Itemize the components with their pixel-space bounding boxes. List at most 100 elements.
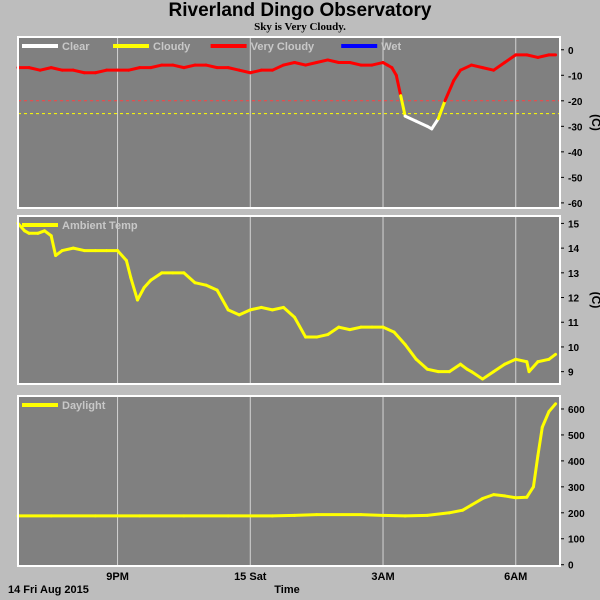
data-line-segment xyxy=(481,66,496,72)
plot-area xyxy=(18,396,560,566)
data-line-segment xyxy=(403,513,429,518)
y-tick-label: 11 xyxy=(568,318,579,329)
plot-frame xyxy=(17,215,561,385)
data-line-segment xyxy=(38,66,53,72)
data-line-segment xyxy=(281,61,297,67)
data-line-segment xyxy=(27,66,42,72)
data-line-segment xyxy=(536,357,551,364)
y-tick-label: 0 xyxy=(568,561,574,572)
legend-label: Clear xyxy=(62,41,90,53)
legend-label: Daylight xyxy=(62,400,106,412)
data-line-segment xyxy=(436,99,447,121)
data-line-segment xyxy=(237,68,252,75)
data-line-segment xyxy=(127,66,142,72)
data-line-segment xyxy=(124,258,133,280)
data-line-segment xyxy=(49,234,58,258)
data-line-segment xyxy=(470,63,485,70)
data-line-segment xyxy=(16,221,27,233)
y-tick-label: 14 xyxy=(568,244,580,255)
data-line-segment xyxy=(71,68,86,75)
data-line-segment xyxy=(470,370,485,381)
data-line-segment xyxy=(204,63,219,70)
legend-label: Ambient Temp xyxy=(62,220,138,232)
data-line-segment xyxy=(182,271,197,285)
data-line-segment xyxy=(293,61,308,67)
data-line-segment xyxy=(540,410,551,429)
page-title: Riverland Dingo Observatory xyxy=(168,0,432,21)
y-tick-label: 100 xyxy=(568,535,585,546)
y-tick-label: 500 xyxy=(568,431,585,442)
data-line-segment xyxy=(425,367,440,374)
data-line-segment xyxy=(536,53,551,59)
data-line-segment xyxy=(149,271,164,282)
data-line-segment xyxy=(403,342,418,361)
legend-label: Wet xyxy=(381,41,401,53)
data-line-segment xyxy=(452,68,462,82)
y-tick-label: -30 xyxy=(568,122,583,133)
data-line-segment xyxy=(270,305,285,312)
data-line-segment xyxy=(481,493,496,501)
data-line-segment xyxy=(293,315,308,339)
data-line-segment xyxy=(304,61,319,67)
data-line-segment xyxy=(248,68,263,75)
data-line-segment xyxy=(536,425,544,458)
data-line-segment xyxy=(129,276,139,302)
data-line-segment xyxy=(547,352,558,361)
data-line-segment xyxy=(60,246,75,253)
y-tick-label: 400 xyxy=(568,457,585,468)
data-line-segment xyxy=(142,278,153,290)
sky-status-subtitle: Sky is Very Cloudy. xyxy=(254,21,346,33)
x-start-date-label: 14 Fri Aug 2015 xyxy=(8,584,89,596)
data-line-segment xyxy=(326,58,341,65)
data-line-segment xyxy=(193,281,208,287)
data-line-segment xyxy=(215,288,230,312)
y-tick-label: 13 xyxy=(568,269,580,280)
legend-label: Very Cloudy xyxy=(251,41,315,53)
legend-label: Cloudy xyxy=(153,41,191,53)
data-line-segment xyxy=(461,503,474,512)
data-line-segment xyxy=(503,357,518,366)
y-tick-label: -40 xyxy=(568,148,583,159)
data-line-segment xyxy=(525,53,540,59)
data-line-segment xyxy=(527,360,540,374)
data-line-segment xyxy=(381,325,396,334)
y-tick-label: 600 xyxy=(568,405,585,416)
data-line-segment xyxy=(394,73,403,98)
data-line-segment xyxy=(226,66,241,72)
data-line-segment xyxy=(293,513,319,517)
y-tick-label: 10 xyxy=(568,343,580,354)
y-unit-label: (C) xyxy=(589,292,600,309)
data-line-segment xyxy=(49,66,64,72)
data-line-segment xyxy=(370,61,385,67)
data-line-segment xyxy=(481,370,496,381)
y-tick-label: -20 xyxy=(568,97,583,108)
data-line-segment xyxy=(93,68,108,75)
data-line-segment xyxy=(514,357,529,364)
data-line-segment xyxy=(359,513,385,517)
data-line-segment xyxy=(337,325,352,332)
data-line-segment xyxy=(514,495,529,500)
data-line-segment xyxy=(281,305,297,319)
data-line-segment xyxy=(547,402,558,414)
data-line-segment xyxy=(447,362,462,374)
y-tick-label: 15 xyxy=(568,219,580,230)
data-line-segment xyxy=(403,114,418,123)
data-line-segment xyxy=(414,119,429,128)
data-line-segment xyxy=(458,63,474,72)
data-line-segment xyxy=(348,325,363,332)
data-line-segment xyxy=(430,117,440,131)
y-tick-label: -10 xyxy=(568,71,583,82)
data-line-segment xyxy=(116,249,128,262)
data-line-segment xyxy=(381,513,407,518)
y-tick-label: -60 xyxy=(568,199,583,210)
y-tick-label: 12 xyxy=(568,294,580,305)
data-line-segment xyxy=(248,305,263,312)
data-line-segment xyxy=(204,283,219,292)
data-line-segment xyxy=(492,61,507,72)
y-tick-label: 0 xyxy=(568,46,574,57)
plot-frame xyxy=(17,395,561,567)
y-tick-label: 300 xyxy=(568,483,585,494)
data-line-segment xyxy=(270,63,285,72)
data-line-segment xyxy=(447,508,465,515)
